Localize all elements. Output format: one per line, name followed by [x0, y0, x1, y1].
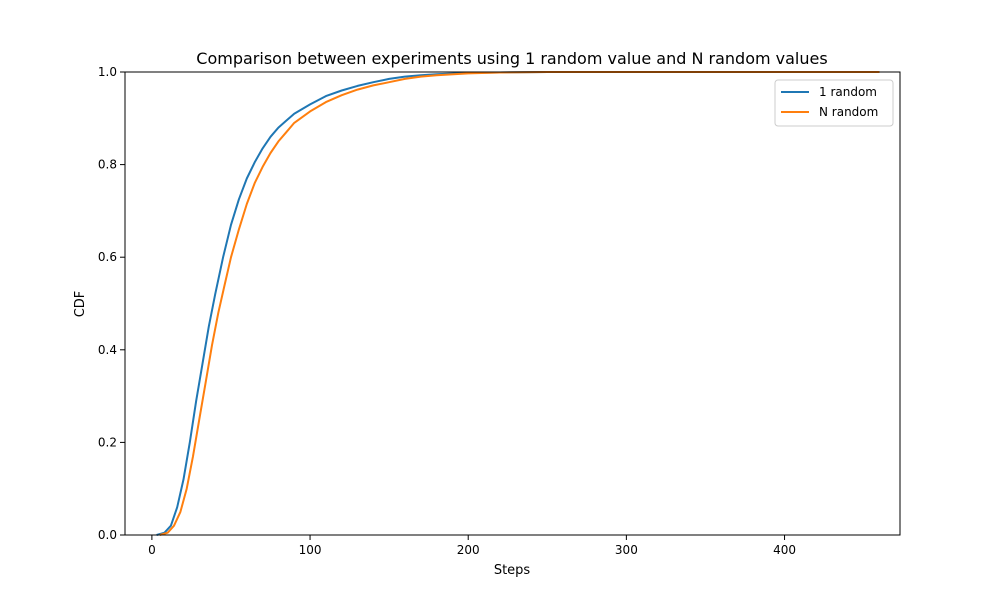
y-tick-label: 0.2: [98, 435, 117, 449]
chart-title: Comparison between experiments using 1 r…: [196, 49, 827, 68]
legend-label: 1 random: [819, 85, 877, 99]
x-tick-label: 300: [615, 543, 638, 557]
x-tick-label: 400: [773, 543, 796, 557]
y-tick-label: 0.0: [98, 528, 117, 542]
y-axis-label: CDF: [73, 291, 88, 318]
legend-label: N random: [819, 105, 878, 119]
y-tick-label: 0.8: [98, 158, 117, 172]
x-axis-label: Steps: [494, 563, 531, 578]
x-tick-label: 200: [457, 543, 480, 557]
x-tick-label: 100: [299, 543, 322, 557]
series-line-1: [159, 71, 880, 536]
y-tick-label: 1.0: [98, 65, 117, 79]
y-tick-label: 0.6: [98, 250, 117, 264]
series-line-0: [156, 71, 880, 536]
x-tick-label: 0: [148, 543, 156, 557]
axes-frame: [124, 71, 901, 536]
plot-area: 0 100 200 300 400 0.0 0.2 0.4 0.6 0.8 1.0 1 random N…: [98, 65, 901, 557]
y-tick-label: 0.4: [98, 343, 117, 357]
